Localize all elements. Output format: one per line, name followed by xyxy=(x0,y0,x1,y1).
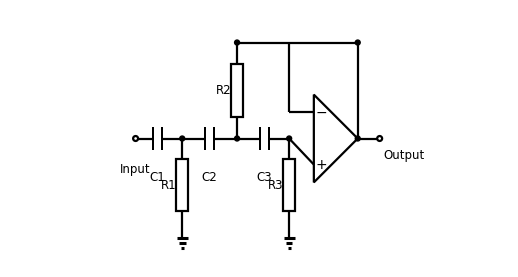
Text: C2: C2 xyxy=(202,171,218,184)
Text: Output: Output xyxy=(383,150,424,163)
Text: R2: R2 xyxy=(216,84,232,97)
Circle shape xyxy=(133,136,138,141)
Circle shape xyxy=(355,136,360,141)
Circle shape xyxy=(355,40,360,45)
Circle shape xyxy=(180,136,185,141)
Bar xyxy=(268,127,270,150)
Text: R1: R1 xyxy=(161,179,177,192)
Text: +: + xyxy=(315,158,327,171)
Bar xyxy=(204,127,206,150)
Bar xyxy=(232,64,243,117)
Bar xyxy=(283,160,295,211)
Bar xyxy=(161,127,163,150)
Bar xyxy=(177,160,188,211)
Text: C1: C1 xyxy=(150,171,165,184)
Bar xyxy=(213,127,215,150)
Circle shape xyxy=(377,136,382,141)
Text: Input: Input xyxy=(120,163,151,176)
Text: C3: C3 xyxy=(257,171,272,184)
Bar xyxy=(259,127,261,150)
Circle shape xyxy=(235,136,239,141)
Circle shape xyxy=(286,136,292,141)
Bar xyxy=(152,127,154,150)
Text: −: − xyxy=(315,106,327,119)
Circle shape xyxy=(235,40,239,45)
Text: R3: R3 xyxy=(268,179,284,192)
